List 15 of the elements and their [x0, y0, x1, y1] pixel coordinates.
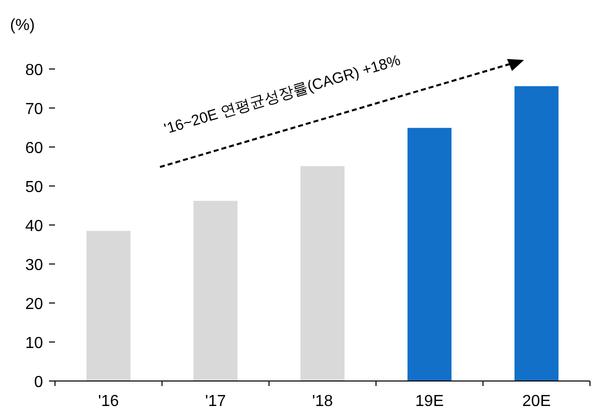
y-tick-label: 0	[34, 374, 44, 391]
y-tick-label: 40	[25, 218, 44, 235]
x-tick-label: '18	[312, 393, 334, 410]
y-tick-label: 50	[25, 179, 44, 196]
y-tick-label: 60	[25, 140, 44, 157]
y-axis-title: (%)	[10, 17, 35, 34]
y-tick-label: 30	[25, 257, 44, 274]
x-tick-label: 19E	[415, 393, 444, 410]
x-tick-label: '16	[98, 393, 120, 410]
x-tick-label: '17	[205, 393, 226, 410]
y-tick-label: 20	[25, 296, 44, 313]
y-tick-label: 10	[25, 335, 44, 352]
x-tick-label: 20E	[522, 393, 551, 410]
y-tick-label: 80	[25, 62, 44, 79]
y-tick-label: 70	[25, 101, 44, 118]
